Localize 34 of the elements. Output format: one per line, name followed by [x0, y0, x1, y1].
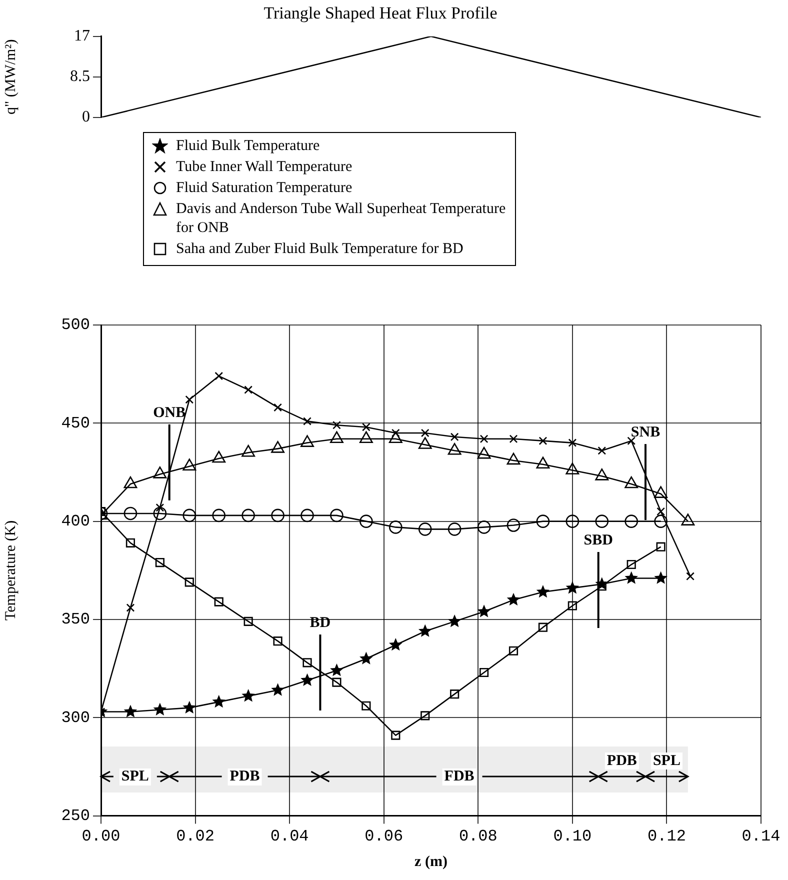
- y-tick-label: 500: [61, 316, 90, 334]
- chart-title: Triangle Shaped Heat Flux Profile: [264, 4, 498, 23]
- annotation: SBD: [584, 532, 614, 548]
- x-tick-label: 0.14: [742, 828, 780, 846]
- y-tick-label: 450: [61, 414, 90, 432]
- x-tick-label: 0.02: [176, 828, 214, 846]
- x-tick-label: 0.08: [458, 828, 498, 846]
- y-tick-label: 300: [61, 708, 90, 727]
- y-tick-label: 0: [82, 108, 90, 126]
- y-axis-title: Temperature (K): [2, 520, 19, 620]
- legend-label: Fluid Saturation Temperature: [176, 179, 352, 198]
- x-tick-label: 0.00: [82, 828, 120, 846]
- y-tick-label: 8.5: [70, 68, 90, 86]
- x-axis-title: z (m): [414, 854, 448, 870]
- annotation: ONB: [153, 404, 186, 421]
- y-tick-label: 350: [61, 610, 90, 629]
- x-tick-label: 0.12: [648, 828, 686, 846]
- band-label: PDB: [230, 768, 260, 784]
- band-label: PDB: [606, 752, 637, 769]
- band-label: FDB: [444, 768, 474, 784]
- y-tick-label: 250: [61, 807, 90, 826]
- annotation: SNB: [630, 424, 660, 440]
- legend-label: Tube Inner Wall Temperature: [176, 158, 352, 177]
- x-tick-label: 0.10: [553, 828, 592, 846]
- legend-label: Saha and Zuber Fluid Bulk Temperature for BD: [176, 240, 464, 259]
- legend-label: Fluid Bulk Temperature: [176, 137, 320, 156]
- y-axis-title: q" (MW/m²): [2, 39, 19, 114]
- y-tick-label: 17: [74, 28, 90, 45]
- x-tick-label: 0.06: [364, 828, 404, 846]
- band-label: SPL: [121, 768, 149, 784]
- y-tick-label: 400: [61, 512, 90, 531]
- legend-label: Davis and Anderson Tube Wall Superheat Temperature for ONB: [176, 200, 507, 238]
- band-label: SPL: [652, 752, 680, 769]
- x-tick-label: 0.04: [270, 828, 309, 846]
